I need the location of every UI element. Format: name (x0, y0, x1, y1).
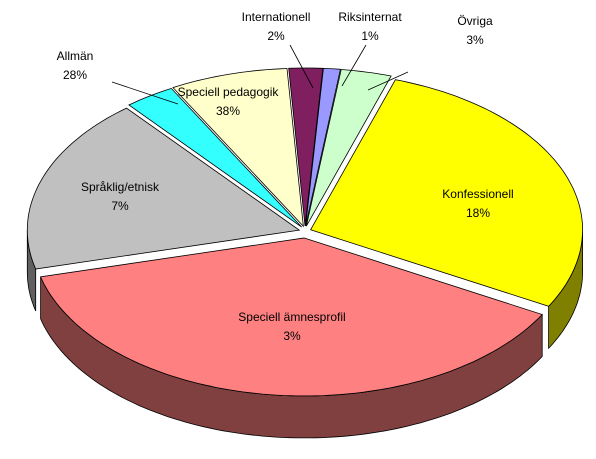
leader-line (111, 81, 179, 105)
slice (288, 67, 324, 227)
slice-label: Internationell (242, 10, 311, 24)
slice-value-label: 28% (63, 68, 87, 82)
slice-label: Konfessionell (442, 187, 513, 201)
slice (26, 107, 301, 270)
slice-value-label: 3% (466, 33, 484, 47)
slice (309, 79, 583, 307)
slice-label: Språklig/etnisk (81, 180, 160, 194)
leader-line (367, 71, 409, 91)
slice-value-label: 18% (466, 206, 490, 220)
slice-label: Speciell ämnesprofil (238, 310, 345, 324)
slice-value-label: 1% (361, 29, 379, 43)
slice-label: Speciell pedagogik (178, 85, 280, 99)
slice-label: Allmän (57, 49, 94, 63)
slice-value-label: 38% (216, 104, 240, 118)
slice (172, 68, 304, 228)
slice-value-label: 2% (267, 29, 285, 43)
leader-line (341, 44, 367, 87)
slice (40, 237, 543, 397)
slice (305, 67, 341, 227)
slice-value-label: 3% (283, 329, 301, 343)
slice (305, 69, 392, 227)
slice-value-label: 7% (111, 199, 129, 213)
leader-line (289, 44, 314, 89)
slice (128, 87, 302, 228)
slice-label: Övriga (457, 14, 493, 28)
slice-label: Riksinternat (338, 10, 402, 24)
